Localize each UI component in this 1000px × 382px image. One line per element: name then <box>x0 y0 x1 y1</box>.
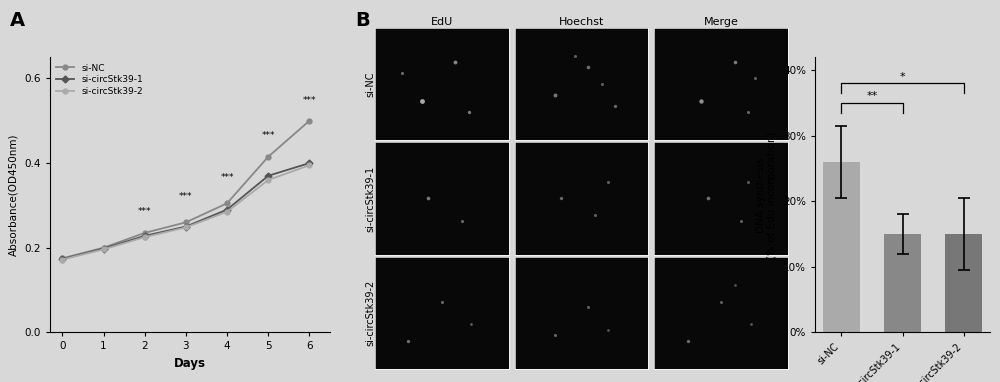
si-NC <box>56 256 68 261</box>
si-circStk39-2 <box>56 257 68 262</box>
si-circStk39-2 <box>98 247 110 252</box>
si-circStk39-1 <box>221 207 233 212</box>
si-circStk39-1 <box>303 161 315 165</box>
si-NC <box>139 231 151 235</box>
Point <box>587 212 603 219</box>
Y-axis label: si-NC: si-NC <box>366 71 376 97</box>
si-NC <box>303 118 315 123</box>
Line: si-circStk39-1: si-circStk39-1 <box>60 161 312 262</box>
Point <box>727 282 743 288</box>
si-circStk39-2 <box>303 163 315 167</box>
Point <box>414 98 430 104</box>
Legend: si-NC, si-circStk39-1, si-circStk39-2: si-NC, si-circStk39-1, si-circStk39-2 <box>55 62 145 98</box>
Text: ***: *** <box>179 192 193 201</box>
si-circStk39-1 <box>262 173 274 178</box>
Title: Merge: Merge <box>704 17 739 27</box>
Point <box>747 75 763 81</box>
Point <box>743 321 759 327</box>
Y-axis label: DNA synthesis
(% of Edu incorporation): DNA synthesis (% of Edu incorporation) <box>756 131 777 259</box>
Point <box>740 109 756 115</box>
Point <box>580 304 596 310</box>
Line: si-circStk39-2: si-circStk39-2 <box>60 163 312 262</box>
Text: ***: *** <box>220 173 234 182</box>
Point <box>400 338 416 344</box>
Point <box>553 196 569 202</box>
Point <box>567 53 583 59</box>
Point <box>733 218 749 224</box>
Bar <box>823 162 860 332</box>
Text: ***: *** <box>138 207 151 216</box>
Bar <box>945 234 982 332</box>
Point <box>580 64 596 70</box>
si-circStk39-1 <box>180 224 192 229</box>
Point <box>594 81 610 87</box>
Point <box>447 58 463 65</box>
Point <box>461 109 477 115</box>
Point <box>600 178 616 185</box>
Text: ***: *** <box>261 131 275 140</box>
si-circStk39-1 <box>56 257 68 261</box>
Point <box>727 58 743 65</box>
si-circStk39-2 <box>262 178 274 182</box>
si-NC <box>98 245 110 250</box>
Point <box>600 327 616 333</box>
Point <box>693 98 709 104</box>
si-circStk39-2 <box>221 209 233 214</box>
Point <box>434 299 450 305</box>
Point <box>454 218 470 224</box>
Text: A: A <box>10 11 25 31</box>
Text: B: B <box>355 11 370 31</box>
Text: **: ** <box>866 91 878 101</box>
Point <box>740 178 756 185</box>
si-circStk39-2 <box>139 235 151 240</box>
Point <box>700 196 716 202</box>
Point <box>547 92 563 98</box>
si-circStk39-2 <box>180 225 192 230</box>
Y-axis label: Absorbance(OD450nm): Absorbance(OD450nm) <box>9 134 19 256</box>
Point <box>420 196 436 202</box>
Bar <box>884 234 921 332</box>
Y-axis label: si-circStk39-2: si-circStk39-2 <box>366 280 376 346</box>
si-circStk39-1 <box>139 233 151 238</box>
Point <box>394 70 410 76</box>
Line: si-NC: si-NC <box>60 118 312 261</box>
Point <box>547 332 563 338</box>
Text: *: * <box>900 71 905 81</box>
si-NC <box>180 220 192 225</box>
Title: EdU: EdU <box>431 17 453 27</box>
si-NC <box>262 154 274 159</box>
si-NC <box>221 201 233 206</box>
Y-axis label: si-circStk39-1: si-circStk39-1 <box>366 165 376 231</box>
X-axis label: Days: Days <box>174 357 206 370</box>
Text: ***: *** <box>303 96 316 105</box>
Point <box>463 321 479 327</box>
si-circStk39-1 <box>98 246 110 251</box>
Point <box>713 299 729 305</box>
Point <box>607 104 623 110</box>
Title: Hoechst: Hoechst <box>559 17 604 27</box>
Point <box>680 338 696 344</box>
